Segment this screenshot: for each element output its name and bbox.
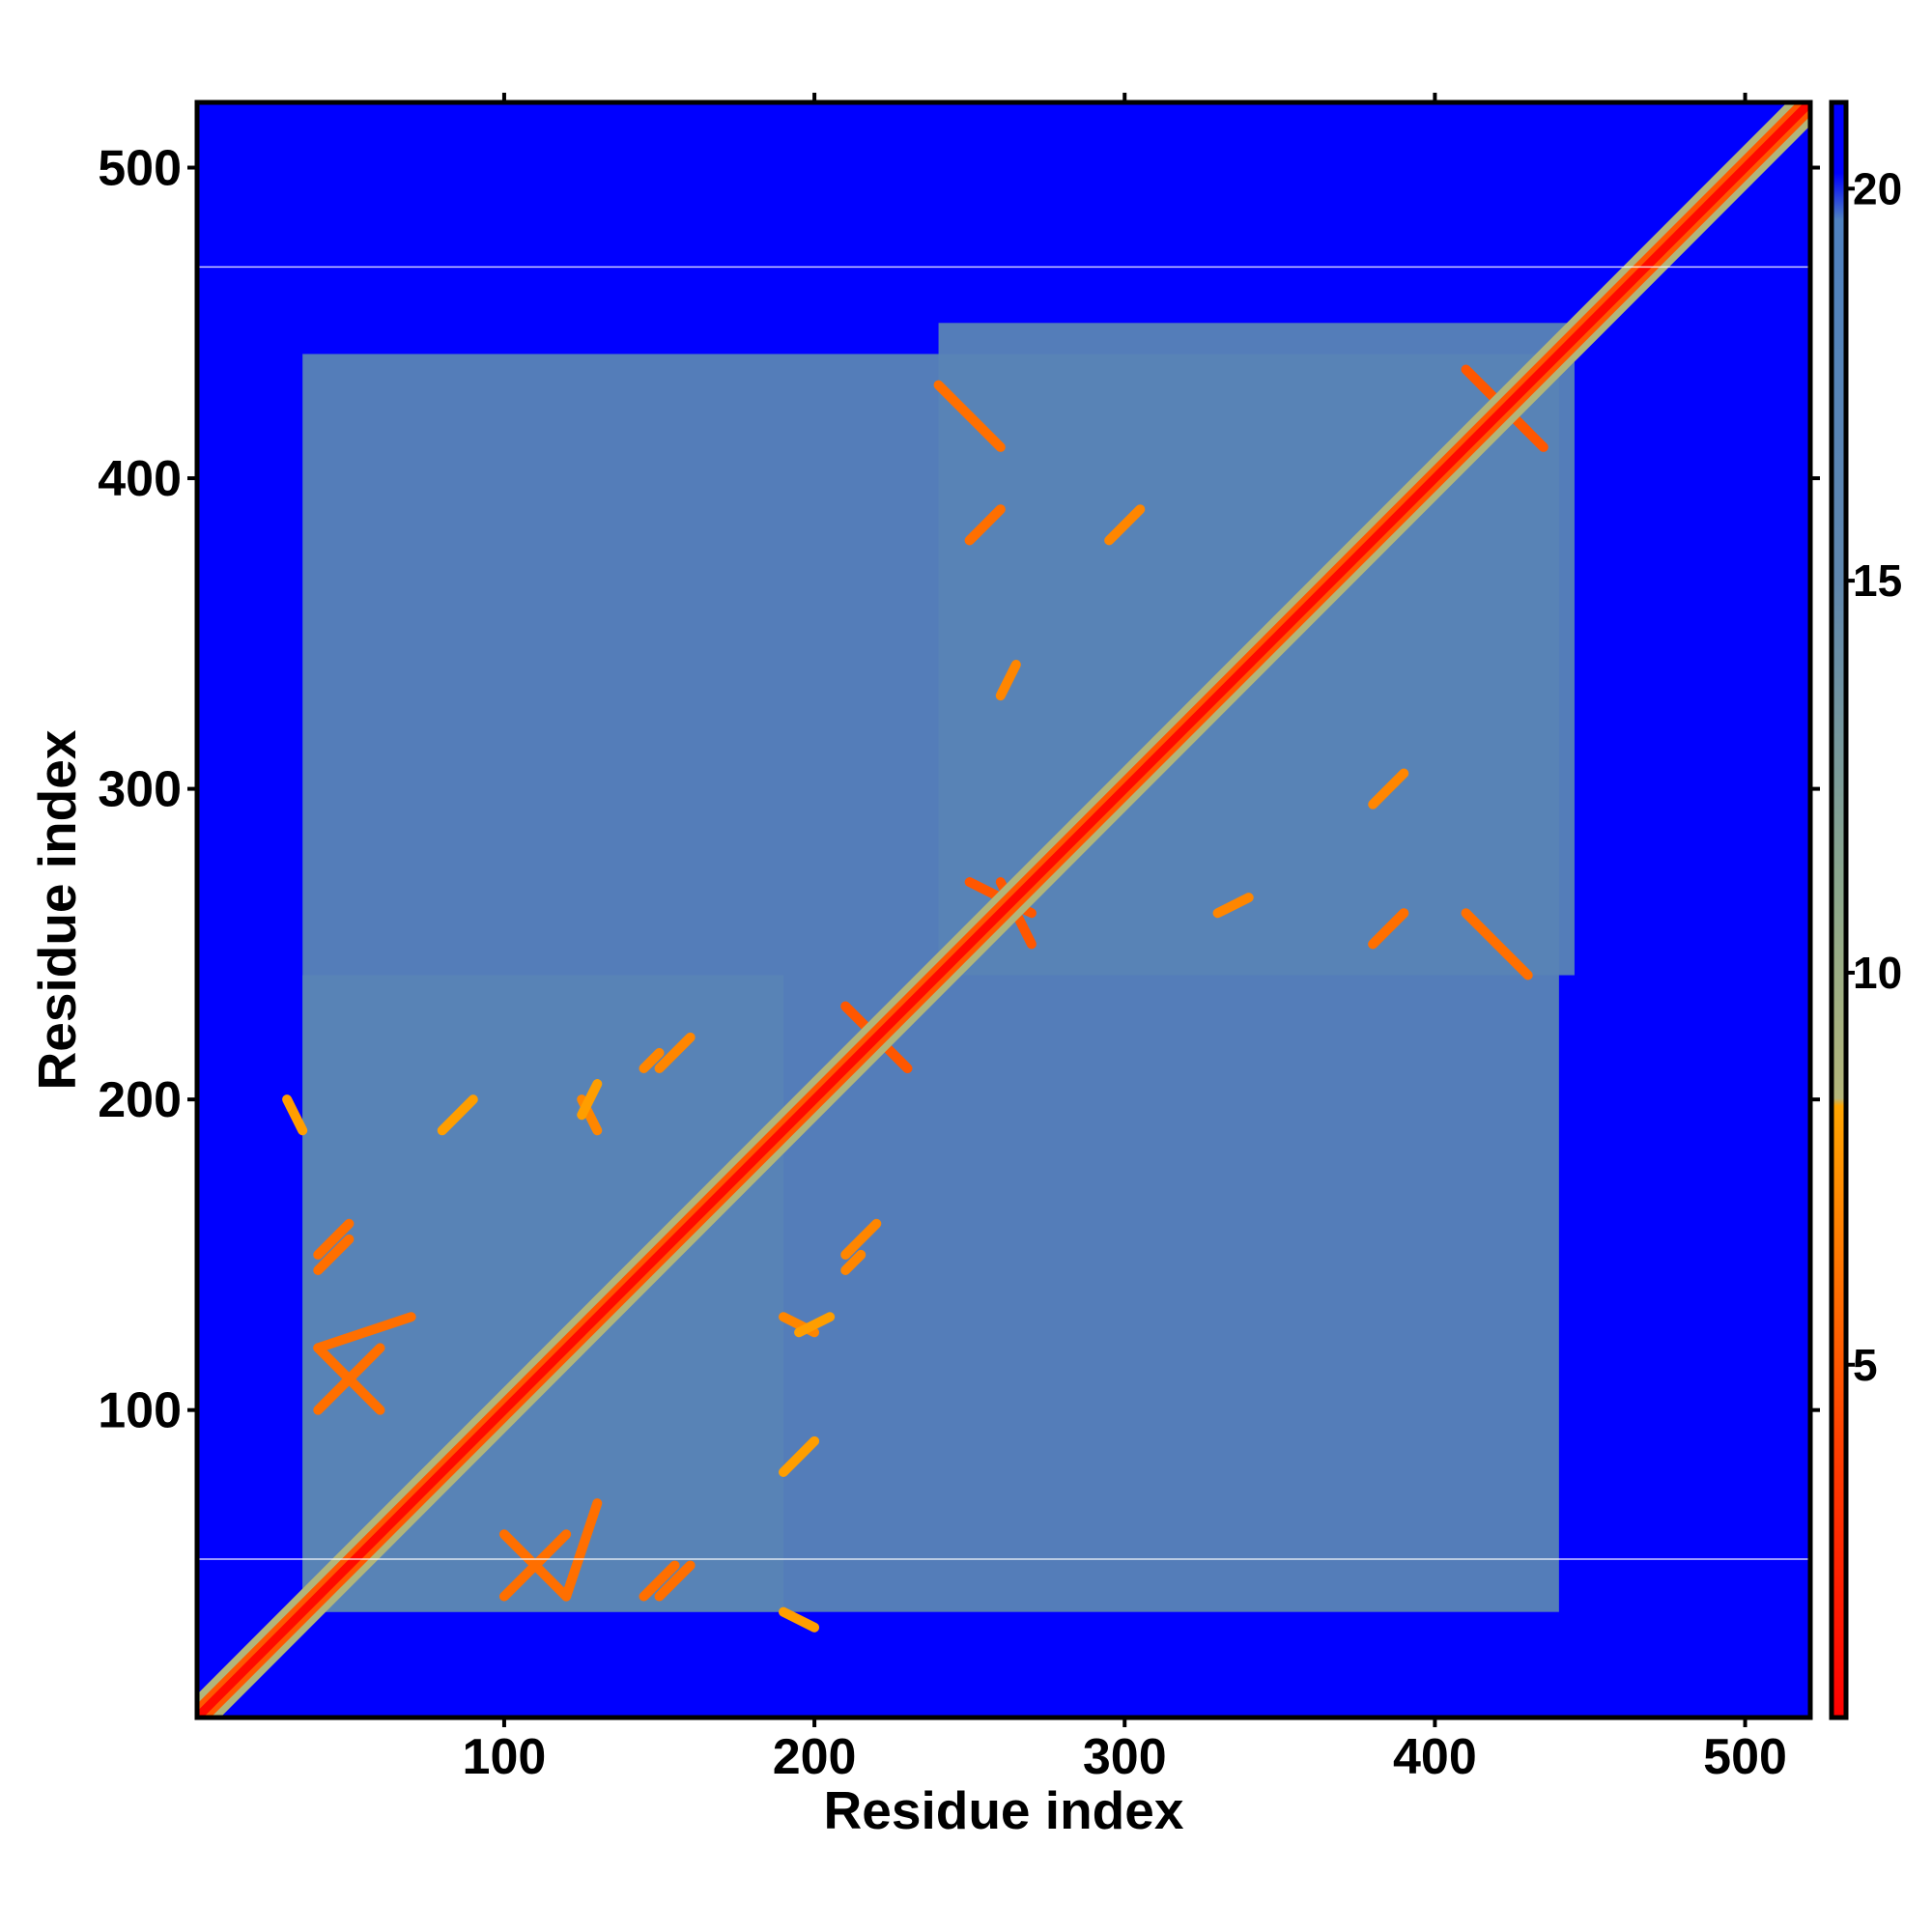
secondary-contact-14 (1212, 893, 1254, 919)
secondary-contact-mirror-18 (778, 1606, 820, 1633)
secondary-contact-mirror-14 (995, 659, 1021, 701)
secondary-contact-mirror-4 (313, 1312, 416, 1353)
secondary-contact-19 (437, 1094, 478, 1136)
x-tick-label-500: 500 (1703, 1729, 1787, 1785)
x-axis: 100 200 300 400 500 (463, 93, 1787, 1785)
secondary-contact-3 (498, 1529, 572, 1602)
y-tick-label-100: 100 (98, 1383, 182, 1439)
y-tick-label-300: 300 (98, 762, 182, 818)
secondary-contact-2 (313, 1218, 355, 1260)
secondary-contact-mirror-8 (1461, 908, 1502, 950)
secondary-contact-4 (561, 1498, 603, 1602)
x-tick-label-300: 300 (1083, 1729, 1167, 1785)
colorbar-tick-label-15: 15 (1853, 555, 1902, 606)
secondary-contact-5 (639, 1560, 680, 1602)
secondary-contact-mirror-2 (654, 1560, 696, 1602)
secondary-contact-20 (577, 1079, 603, 1121)
secondary-contact-18 (282, 1094, 308, 1136)
secondary-contact-mirror-20 (794, 1312, 836, 1338)
secondary-contact-8 (964, 411, 1006, 452)
secondary-contact-mirror-13 (1368, 768, 1409, 810)
secondary-contact-mirror-15 (840, 1218, 882, 1260)
colorbar-tick-label-20: 20 (1853, 163, 1902, 213)
y-tick-label-400: 400 (98, 451, 182, 507)
secondary-contact-15 (654, 1032, 696, 1073)
secondary-contact-11 (1492, 939, 1533, 980)
y-tick-label-500: 500 (98, 141, 182, 197)
colorbar-tick-label-5: 5 (1853, 1340, 1878, 1390)
secondary-contact-mirror-17 (639, 1047, 665, 1073)
heatmap-cells (197, 102, 1810, 1718)
x-tick-label-200: 200 (773, 1729, 857, 1785)
x-tick-label-400: 400 (1393, 1729, 1477, 1785)
secondary-contact-mirror-10 (964, 504, 1006, 546)
contact-region-2 (302, 975, 783, 1612)
secondary-contact-13 (1104, 504, 1146, 546)
diagonal-core (197, 102, 1810, 1718)
colorbar-ticks: 5 10 15 20 (1846, 163, 1902, 1390)
plot-frame (194, 99, 1813, 1720)
x-axis-title: Residue index (824, 1780, 1184, 1840)
secondary-contact-17 (840, 1249, 867, 1275)
secondary-contact-10 (1368, 908, 1409, 950)
secondary-contact-mirror-11 (933, 380, 975, 421)
y-axis-title: Residue index (27, 729, 87, 1090)
y-axis: 100 200 300 400 500 (98, 141, 1820, 1439)
y-tick-label-200: 200 (98, 1072, 182, 1128)
secondary-contact-mirror-19 (778, 1435, 820, 1477)
colorbar-tick-label-10: 10 (1853, 948, 1902, 998)
colorbar-gradient (1829, 99, 1849, 1720)
secondary-contact-mirror-5 (313, 1234, 355, 1275)
x-tick-label-100: 100 (463, 1729, 547, 1785)
secondary-contact-mirror-3 (313, 1343, 385, 1415)
colorbar: 5 10 15 20 (1829, 99, 1902, 1720)
